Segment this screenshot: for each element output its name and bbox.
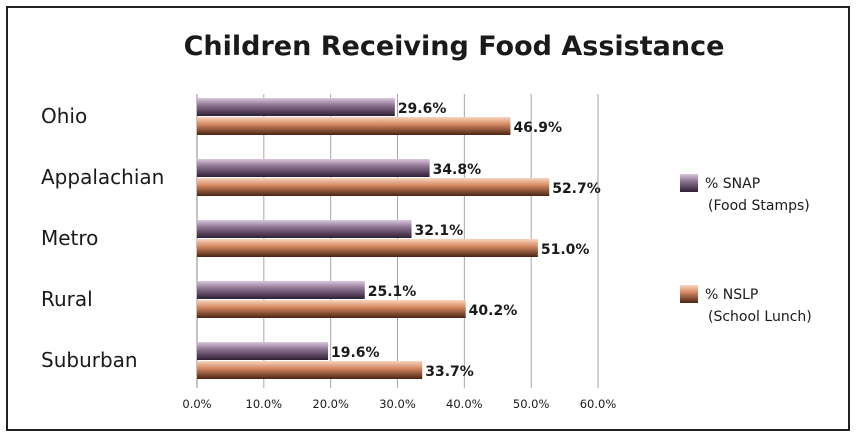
- legend-label: % NSLP: [705, 287, 758, 303]
- category-label: Metro: [41, 226, 98, 250]
- x-tick-label: 50.0%: [513, 397, 550, 411]
- x-axis-tick-labels: 0.0% 10.0% 20.0% 30.0% 40.0% 50.0% 60.0%: [182, 397, 616, 411]
- x-tick-label: 0.0%: [182, 397, 211, 411]
- bar-snap: [197, 98, 395, 116]
- chart-frame: Children Receiving Food Assistance 29.6%…: [6, 6, 850, 431]
- category-label: Rural: [41, 287, 93, 311]
- data-labels: 29.6% 46.9% 34.8% 52.7% 32.1% 51.0% 25.1% 40.2%…: [331, 101, 601, 380]
- data-label: 25.1%: [368, 284, 417, 300]
- bar-chart: Children Receiving Food Assistance 29.6%…: [41, 31, 812, 411]
- bar-snap: [197, 159, 430, 177]
- bar-nslp: [197, 178, 550, 196]
- legend-label: % SNAP: [705, 176, 760, 192]
- data-label: 52.7%: [552, 181, 601, 197]
- data-label: 40.2%: [469, 303, 518, 319]
- x-tick-label: 40.0%: [446, 397, 483, 411]
- data-label: 46.9%: [513, 120, 562, 136]
- x-tick-label: 10.0%: [246, 397, 283, 411]
- data-label: 51.0%: [541, 242, 590, 258]
- bar-nslp: [197, 239, 538, 257]
- x-tick-label: 60.0%: [580, 397, 617, 411]
- legend-swatch-snap: [680, 174, 698, 192]
- data-label: 29.6%: [398, 101, 447, 117]
- bar-nslp: [197, 300, 466, 318]
- bar-snap: [197, 220, 412, 238]
- category-label: Suburban: [41, 348, 138, 372]
- category-label: Appalachian: [41, 165, 164, 189]
- legend-swatch-nslp: [680, 285, 698, 303]
- category-labels: Ohio Appalachian Metro Rural Suburban: [41, 104, 164, 372]
- data-label: 19.6%: [331, 345, 380, 361]
- legend-label: (School Lunch): [708, 309, 812, 325]
- category-label: Ohio: [41, 104, 87, 128]
- legend-label: (Food Stamps): [708, 198, 810, 214]
- x-tick-label: 30.0%: [379, 397, 416, 411]
- data-label: 33.7%: [425, 364, 474, 380]
- x-tick-label: 20.0%: [312, 397, 349, 411]
- bars: [197, 98, 550, 379]
- data-label: 32.1%: [415, 223, 464, 239]
- bar-nslp: [197, 361, 423, 379]
- bar-snap: [197, 342, 328, 360]
- chart-title: Children Receiving Food Assistance: [184, 31, 725, 62]
- legend: % SNAP (Food Stamps) % NSLP (School Lunch): [680, 174, 812, 325]
- bar-snap: [197, 281, 365, 299]
- data-label: 34.8%: [433, 162, 482, 178]
- bar-nslp: [197, 117, 511, 135]
